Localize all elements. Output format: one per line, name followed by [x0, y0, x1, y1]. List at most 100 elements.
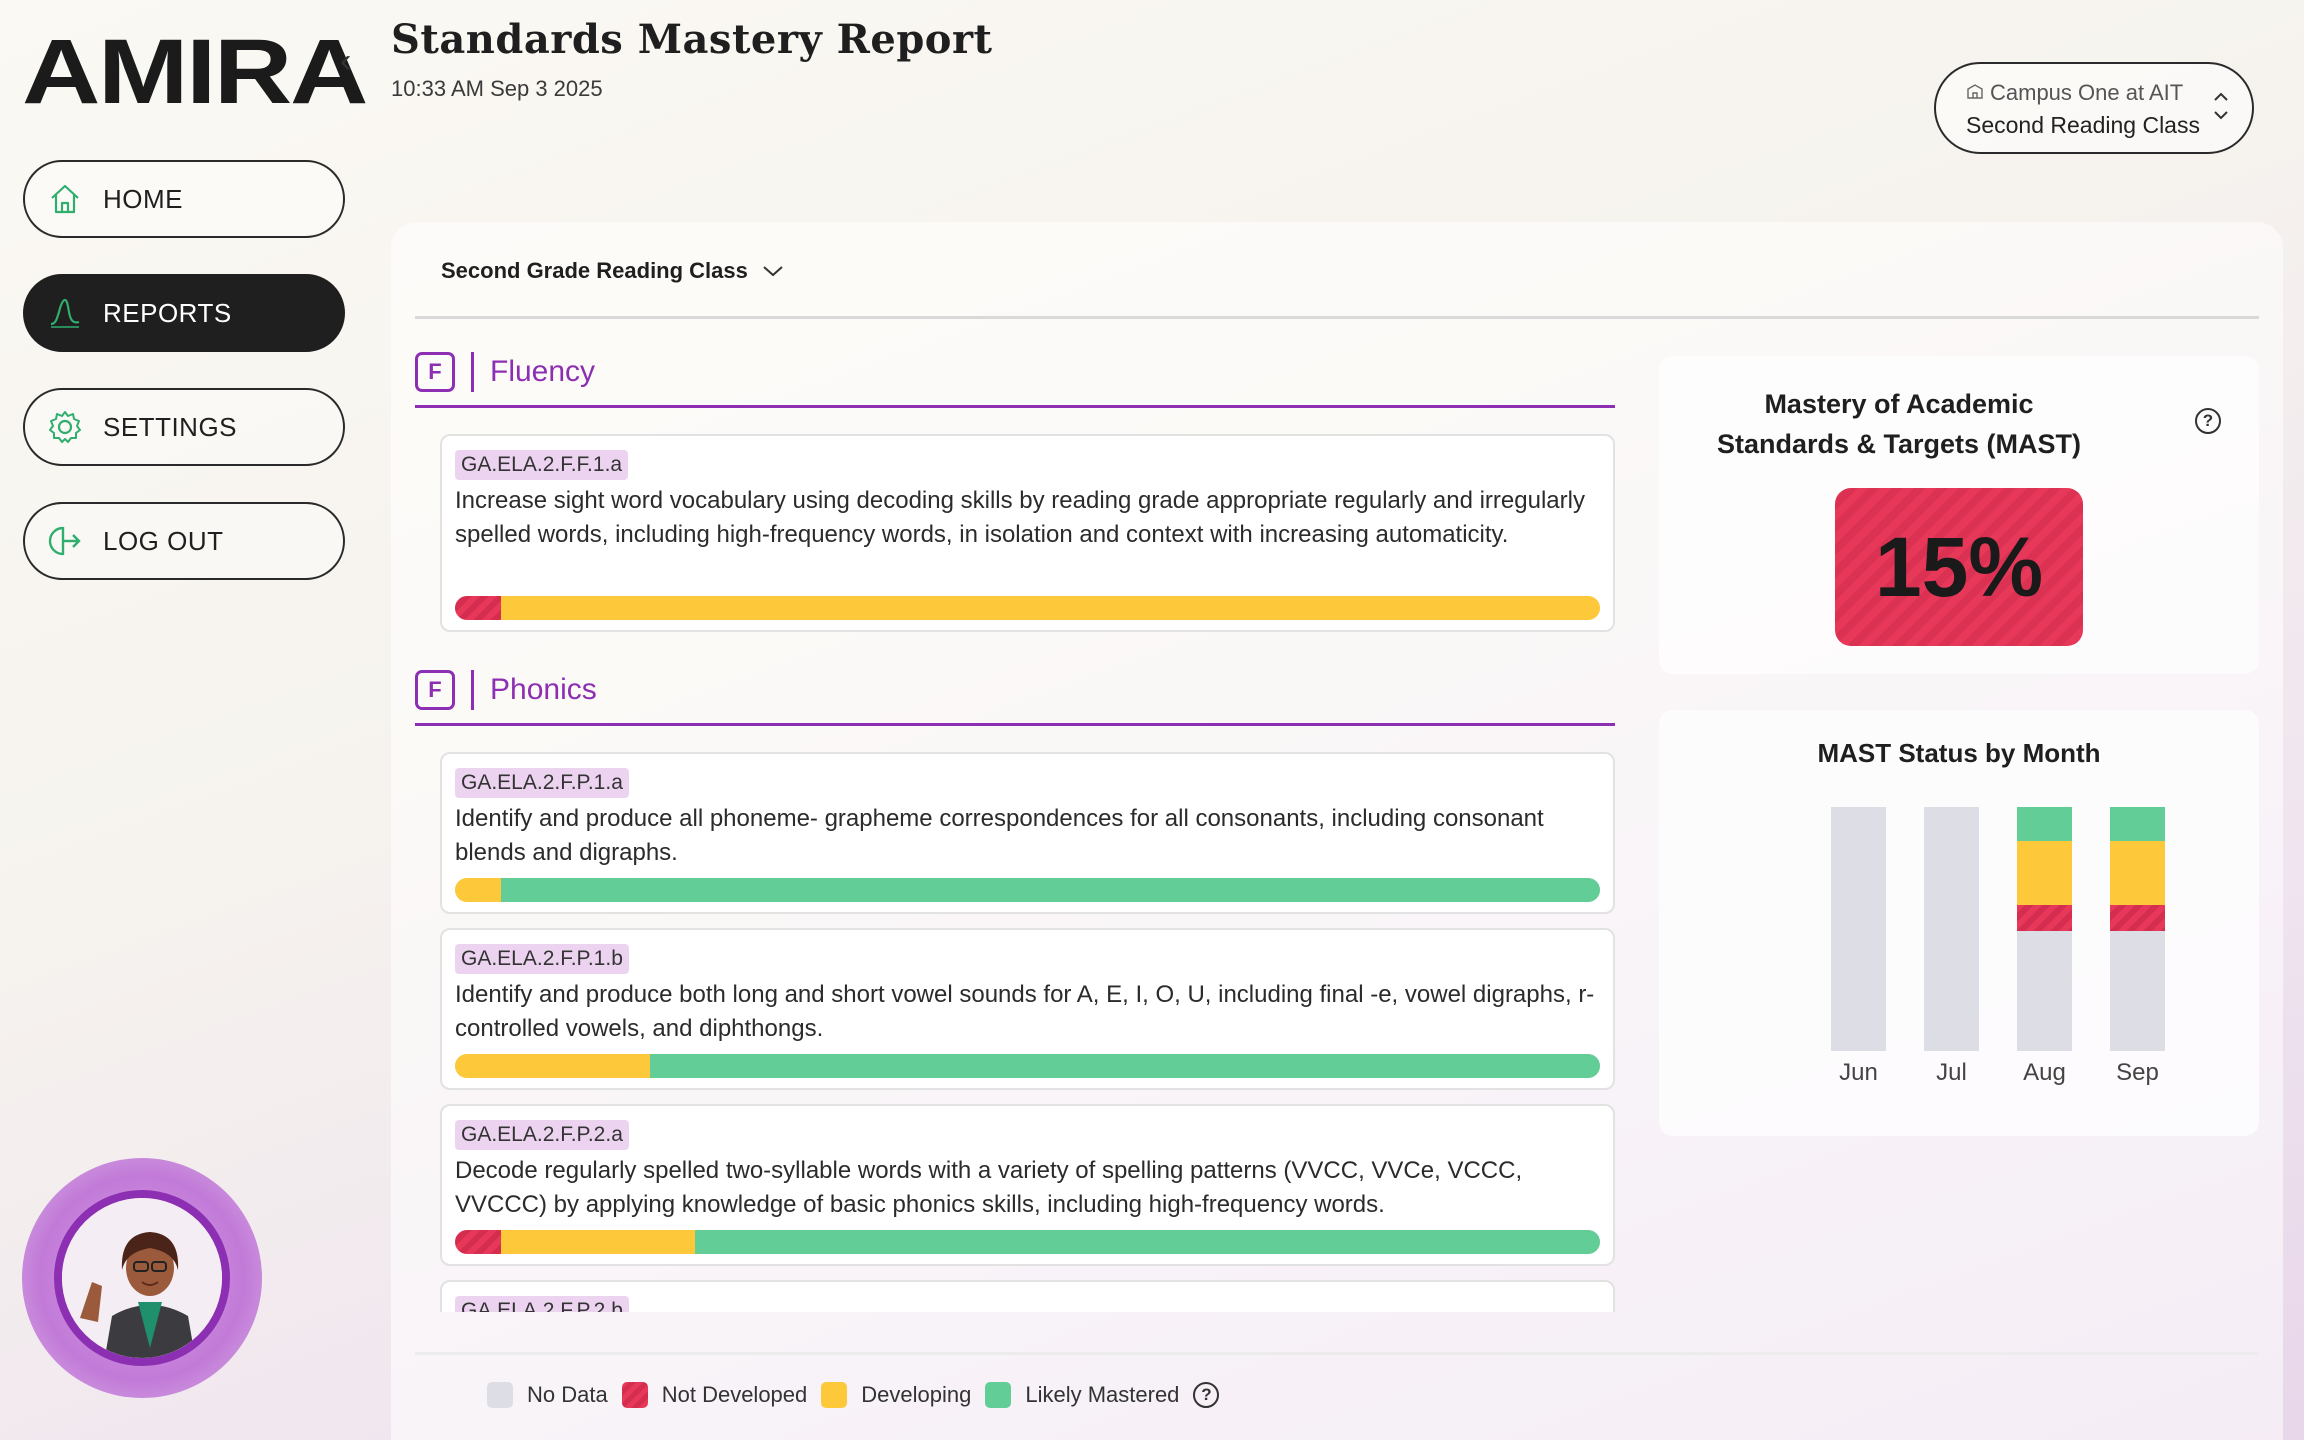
mastery-bar [455, 1054, 1600, 1078]
bar-segment-developing [455, 1054, 650, 1078]
chart-bar-segment-developing [2017, 841, 2072, 905]
help-icon[interactable]: ? [2195, 408, 2221, 434]
standard-description: Identify and produce both long and short… [455, 981, 1595, 1042]
nav-settings-button[interactable]: SETTINGS [23, 388, 345, 466]
legend-label: Developing [861, 1382, 972, 1407]
collapse-sidebar-icon[interactable]: ‹ [340, 42, 352, 80]
standard-code: GA.ELA.2.F.P.1.a [455, 768, 629, 798]
section-title: Phonics [490, 673, 597, 706]
chart-bar-segment-no-data [1831, 807, 1886, 1051]
mast-score: 15% [1835, 488, 2083, 646]
chart-bar-segment-likely-mastered [2110, 807, 2165, 842]
standard-code: GA.ELA.2.F.F.1.a [455, 450, 629, 480]
bar-segment-likely-mastered [649, 1054, 1600, 1078]
character-illustration [62, 1198, 222, 1358]
standard-card[interactable]: GA.ELA.2.F.F.1.a Increase sight word voc… [440, 434, 1615, 632]
standard-card[interactable]: GA.ELA.2.F.P.1.b Identify and produce bo… [440, 928, 1615, 1090]
standard-description: Decode regularly spelled two-syllable wo… [455, 1157, 1523, 1218]
chart-x-tick-label: Sep [2116, 1059, 2159, 1086]
chart-column-sep [2110, 807, 2165, 1051]
campus-class-selector[interactable]: Campus One at AIT Second Reading Class [1934, 62, 2254, 154]
bar-segment-not-developed [455, 596, 501, 620]
mastery-bar [455, 596, 1600, 620]
section-underline [415, 405, 1615, 408]
amira-logo: AMIRA [22, 21, 368, 123]
nav-reports-label: REPORTS [103, 297, 232, 328]
chart-bar-segment-no-data [1924, 807, 1979, 1051]
legend-swatch [487, 1382, 513, 1408]
standard-card[interactable]: GA.ELA.2.F.P.2.b [440, 1280, 1615, 1312]
class-dropdown-label: Second Grade Reading Class [441, 258, 748, 283]
legend-item: Not Developed [621, 1382, 808, 1408]
mast-chart-panel: MAST Status by Month Jun Jul Aug Sep [1659, 710, 2259, 1136]
legend-swatch [621, 1382, 648, 1408]
chart-bar-segment-not-developed [2017, 904, 2072, 932]
mastery-bar [455, 878, 1600, 902]
section-fluency: F Fluency [415, 350, 1615, 394]
school-icon [1966, 80, 1984, 106]
legend-divider [415, 1352, 2259, 1355]
mastery-bar [455, 1230, 1600, 1254]
chart-title: MAST Status by Month [1817, 738, 2101, 768]
legend-item: Developing [821, 1382, 971, 1408]
nav-logout-label: LOG OUT [103, 525, 224, 556]
standard-card[interactable]: GA.ELA.2.F.P.1.a Identify and produce al… [440, 752, 1615, 914]
chevron-down-icon [762, 258, 784, 284]
bar-segment-likely-mastered [500, 878, 1600, 902]
bar-segment-developing [500, 1230, 696, 1254]
mast-panel: Mastery of Academic Standards & Targets … [1659, 356, 2259, 674]
standard-code: GA.ELA.2.F.P.1.b [455, 944, 629, 974]
chart-bar-segment-no-data [2110, 931, 2165, 1051]
section-badge: F [415, 670, 455, 710]
mast-title: Mastery of Academic Standards & Targets … [1716, 389, 2082, 459]
chevron-up-down-icon [2212, 90, 2230, 125]
report-card: Second Grade Reading Class F Fluency GA.… [391, 222, 2283, 1440]
chart-column-aug [2017, 807, 2072, 1051]
bar-segment-likely-mastered [695, 1230, 1600, 1254]
chart-x-tick-label: Jun [1839, 1059, 1878, 1086]
standard-description: Identify and produce all phoneme- graphe… [455, 805, 1544, 866]
legend-label: Not Developed [661, 1382, 808, 1407]
chart-bar-segment-developing [2110, 841, 2165, 905]
chart-x-tick-label: Aug [2023, 1059, 2066, 1086]
chart-bar-segment-no-data [2017, 931, 2072, 1051]
standard-description: Increase sight word vocabulary using dec… [455, 487, 1585, 548]
legend-label: No Data [527, 1382, 608, 1407]
report-timestamp: 10:33 AM Sep 3 2025 [391, 76, 603, 101]
nav-logout-button[interactable]: LOG OUT [23, 502, 345, 580]
reports-icon [45, 293, 85, 333]
chart-column-jul [1924, 807, 1979, 1051]
standards-scroll-area[interactable]: F Fluency GA.ELA.2.F.F.1.a Increase sigh… [391, 222, 2283, 1312]
bar-segment-developing [455, 878, 501, 902]
page-title: Standards Mastery Report [391, 16, 993, 63]
section-badge: F [415, 352, 455, 392]
campus-class-name: Second Reading Class [1966, 112, 2200, 138]
section-phonics: F Phonics [415, 668, 1615, 712]
legend-swatch [821, 1382, 848, 1408]
legend-label: Likely Mastered [1025, 1382, 1180, 1407]
section-title: Fluency [490, 355, 596, 388]
legend-swatch [985, 1382, 1012, 1408]
nav-home-label: HOME [103, 183, 183, 214]
assistant-avatar[interactable] [22, 1158, 262, 1398]
gear-icon [45, 407, 85, 447]
nav-home-button[interactable]: HOME [23, 160, 345, 238]
logout-icon [45, 521, 85, 561]
header-divider [415, 316, 2259, 319]
home-icon [45, 179, 85, 219]
nav-reports-button[interactable]: REPORTS [23, 274, 345, 352]
chart-x-tick-label: Jul [1936, 1059, 1967, 1086]
legend: No Data Not Developed Developing Likely … [487, 1382, 1220, 1408]
standard-code: GA.ELA.2.F.P.2.b [455, 1296, 629, 1312]
legend-item: No Data [487, 1382, 608, 1408]
standard-code: GA.ELA.2.F.P.2.a [455, 1120, 629, 1150]
class-dropdown[interactable]: Second Grade Reading Class [441, 258, 784, 284]
help-icon[interactable]: ? [1193, 1382, 1220, 1408]
standard-card[interactable]: GA.ELA.2.F.P.2.a Decode regularly spelle… [440, 1104, 1615, 1266]
chart-bar-segment-not-developed [2110, 904, 2165, 932]
campus-name: Campus One at AIT [1990, 80, 2184, 105]
chart-bar-segment-likely-mastered [2017, 807, 2072, 842]
bar-segment-not-developed [455, 1230, 501, 1254]
nav-settings-label: SETTINGS [103, 411, 238, 442]
section-underline [415, 723, 1615, 726]
